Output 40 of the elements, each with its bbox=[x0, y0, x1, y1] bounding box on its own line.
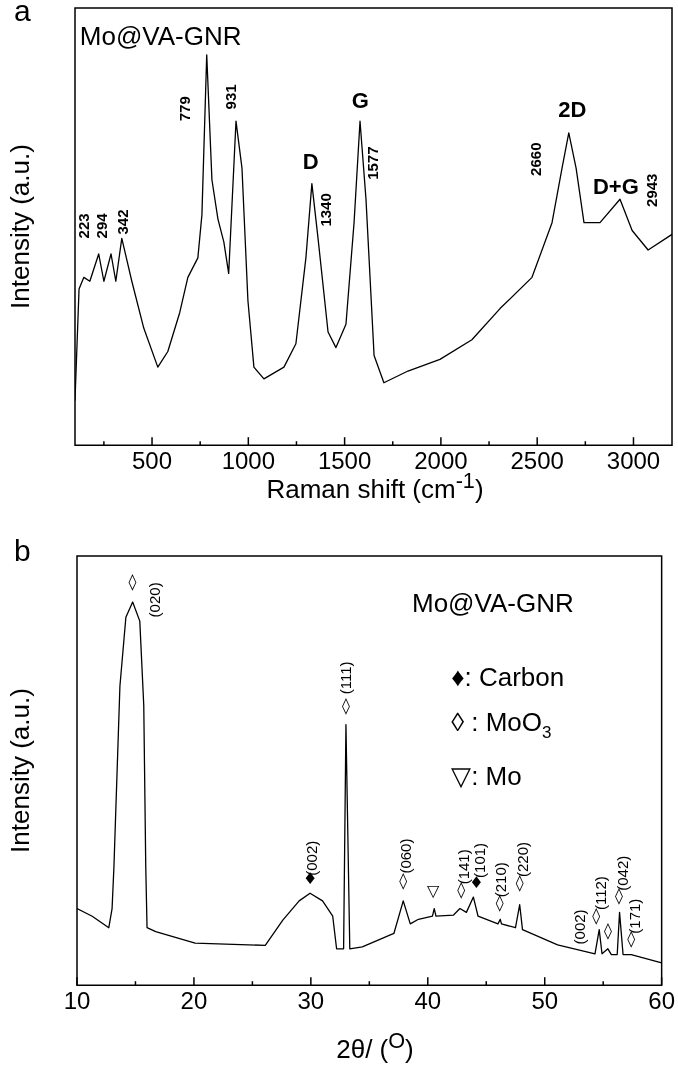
annotation: D+G bbox=[592, 173, 639, 199]
annotation: 2943 bbox=[643, 173, 661, 207]
chart-title: b bbox=[14, 534, 31, 568]
annotation: (060) bbox=[396, 838, 414, 874]
annotation: 1340 bbox=[317, 193, 335, 227]
annotation: (002) bbox=[570, 909, 588, 945]
chart-title: a bbox=[14, 0, 31, 28]
x-tick-label: 30 bbox=[297, 987, 325, 1015]
x-axis-title: 2θ/ ($^{O}$) bbox=[335, 1028, 415, 1065]
annotation: 223 bbox=[74, 213, 92, 239]
annotation: (020) bbox=[146, 582, 164, 618]
x-tick-label: 20 bbox=[180, 987, 208, 1015]
annotation: 2660 bbox=[527, 142, 545, 176]
text: Mo@VA-GNR bbox=[79, 21, 242, 52]
x-tick-label: 10 bbox=[63, 987, 91, 1015]
x-tick-label: 500 bbox=[132, 447, 173, 475]
y-axis-title: Intensity (a.u.) bbox=[4, 686, 36, 855]
annotation: (101) bbox=[471, 842, 489, 878]
annotation: ▽: Mo bbox=[451, 761, 522, 792]
annotation: ▽ bbox=[426, 880, 440, 900]
x-tick-label: 40 bbox=[414, 987, 442, 1015]
annotation: (111) bbox=[337, 661, 355, 695]
annotation: 1577 bbox=[364, 146, 382, 180]
annotation: 931 bbox=[221, 84, 239, 110]
x-tick-label: 60 bbox=[648, 987, 675, 1015]
annotation: 342 bbox=[114, 209, 132, 235]
annotation: G bbox=[351, 88, 369, 114]
x-tick-label: 3000 bbox=[606, 447, 661, 475]
annotation: 779 bbox=[176, 96, 194, 122]
annotation: ◊ bbox=[341, 696, 350, 716]
text: ◊ bbox=[128, 571, 137, 591]
annotation: ◊ bbox=[603, 920, 612, 940]
annotation: Mo@VA-GNR bbox=[412, 588, 574, 619]
annotation: ♦: Carbon bbox=[451, 662, 565, 693]
annotation: 294 bbox=[92, 212, 110, 239]
y-axis-title: Intensity (a.u.) bbox=[4, 142, 36, 311]
annotation: 2D bbox=[558, 96, 587, 122]
x-tick-label: 50 bbox=[531, 987, 559, 1015]
x-tick-label: 2500 bbox=[510, 447, 564, 475]
annotation: D bbox=[302, 149, 319, 175]
